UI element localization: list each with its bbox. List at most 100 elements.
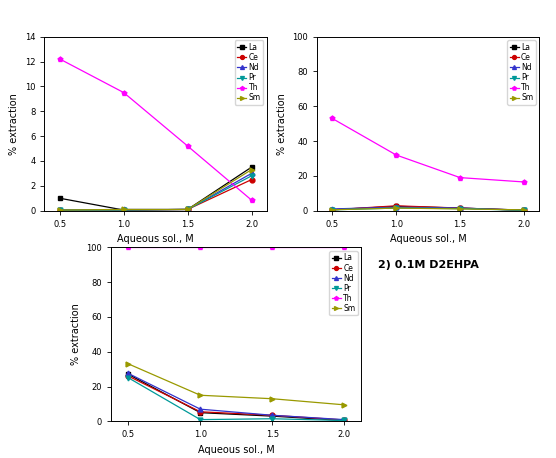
- Legend: La, Ce, Nd, Pr, Th, Sm: La, Ce, Nd, Pr, Th, Sm: [507, 40, 535, 105]
- Pr: [329, 207, 336, 213]
- Th: [393, 152, 400, 158]
- Ce: [393, 203, 400, 208]
- Ce: [121, 207, 127, 213]
- La: [184, 207, 191, 212]
- X-axis label: Aqueous sol., M: Aqueous sol., M: [198, 445, 275, 455]
- Pr: [197, 417, 203, 422]
- Sm: [125, 361, 132, 367]
- Ce: [456, 205, 463, 211]
- Line: Pr: Pr: [57, 174, 254, 213]
- Ce: [184, 207, 191, 212]
- Line: La: La: [126, 372, 346, 423]
- Line: Sm: Sm: [330, 206, 527, 212]
- Nd: [184, 207, 191, 212]
- Sm: [197, 393, 203, 398]
- La: [121, 207, 127, 213]
- Nd: [121, 207, 127, 212]
- Pr: [456, 206, 463, 211]
- Nd: [520, 207, 527, 213]
- La: [393, 203, 400, 209]
- Pr: [125, 375, 132, 381]
- Title: 2) 0.1M D2EHPA: 2) 0.1M D2EHPA: [378, 261, 479, 271]
- Nd: [248, 171, 255, 176]
- Th: [456, 175, 463, 180]
- Legend: La, Ce, Nd, Pr, Th, Sm: La, Ce, Nd, Pr, Th, Sm: [329, 251, 358, 316]
- Line: Nd: Nd: [330, 205, 527, 213]
- Line: Th: Th: [57, 57, 254, 202]
- Th: [197, 245, 203, 250]
- Nd: [269, 413, 276, 418]
- Nd: [125, 371, 132, 376]
- Nd: [456, 205, 463, 211]
- Sm: [456, 206, 463, 212]
- Pr: [57, 207, 63, 213]
- La: [248, 164, 255, 170]
- Line: Nd: Nd: [57, 171, 254, 213]
- Sm: [57, 207, 63, 213]
- Y-axis label: % extraction: % extraction: [276, 93, 286, 155]
- X-axis label: Aqueous sol., M: Aqueous sol., M: [390, 234, 466, 244]
- Pr: [393, 205, 400, 211]
- Sm: [248, 167, 255, 172]
- Sm: [341, 402, 348, 408]
- Sm: [393, 205, 400, 211]
- Ce: [329, 207, 336, 213]
- Line: La: La: [330, 204, 527, 213]
- Sm: [520, 207, 527, 213]
- Nd: [341, 417, 348, 422]
- Title: 1) 0.1M PC88A: 1) 0.1M PC88A: [110, 261, 201, 271]
- Nd: [393, 204, 400, 210]
- La: [57, 196, 63, 201]
- Pr: [520, 207, 527, 213]
- Ce: [341, 417, 348, 423]
- Sm: [269, 396, 276, 402]
- Line: La: La: [57, 165, 254, 213]
- Legend: La, Ce, Nd, Pr, Th, Sm: La, Ce, Nd, Pr, Th, Sm: [235, 40, 263, 105]
- Ce: [520, 207, 527, 213]
- X-axis label: Aqueous sol., M: Aqueous sol., M: [117, 234, 194, 244]
- La: [125, 371, 132, 377]
- La: [341, 418, 348, 423]
- Ce: [57, 207, 63, 213]
- Pr: [269, 416, 276, 421]
- Sm: [121, 207, 127, 212]
- Pr: [184, 207, 191, 212]
- Y-axis label: % extraction: % extraction: [9, 93, 19, 155]
- Line: Pr: Pr: [330, 206, 527, 213]
- Th: [57, 56, 63, 62]
- La: [456, 205, 463, 211]
- Pr: [341, 418, 348, 423]
- La: [269, 414, 276, 419]
- La: [520, 207, 527, 213]
- Nd: [197, 406, 203, 412]
- Th: [341, 245, 348, 250]
- Line: Th: Th: [126, 245, 346, 250]
- Line: Ce: Ce: [126, 374, 346, 422]
- Th: [329, 116, 336, 121]
- La: [197, 410, 203, 415]
- Pr: [248, 173, 255, 179]
- Line: Ce: Ce: [57, 177, 254, 213]
- Ce: [248, 177, 255, 182]
- Line: Sm: Sm: [126, 361, 346, 407]
- Th: [248, 197, 255, 203]
- Ce: [197, 409, 203, 414]
- Nd: [329, 206, 336, 212]
- Pr: [121, 207, 127, 213]
- Th: [121, 90, 127, 95]
- Y-axis label: % extraction: % extraction: [71, 303, 81, 365]
- Th: [125, 245, 132, 250]
- Line: Ce: Ce: [330, 203, 527, 213]
- Line: Nd: Nd: [126, 371, 346, 422]
- Th: [269, 245, 276, 250]
- Line: Th: Th: [330, 116, 527, 185]
- Ce: [125, 373, 132, 379]
- Ce: [269, 413, 276, 418]
- Line: Pr: Pr: [126, 376, 346, 423]
- Th: [184, 143, 191, 149]
- Sm: [329, 207, 336, 213]
- Line: Sm: Sm: [57, 167, 254, 213]
- Th: [520, 179, 527, 185]
- Sm: [184, 207, 191, 212]
- Nd: [57, 207, 63, 213]
